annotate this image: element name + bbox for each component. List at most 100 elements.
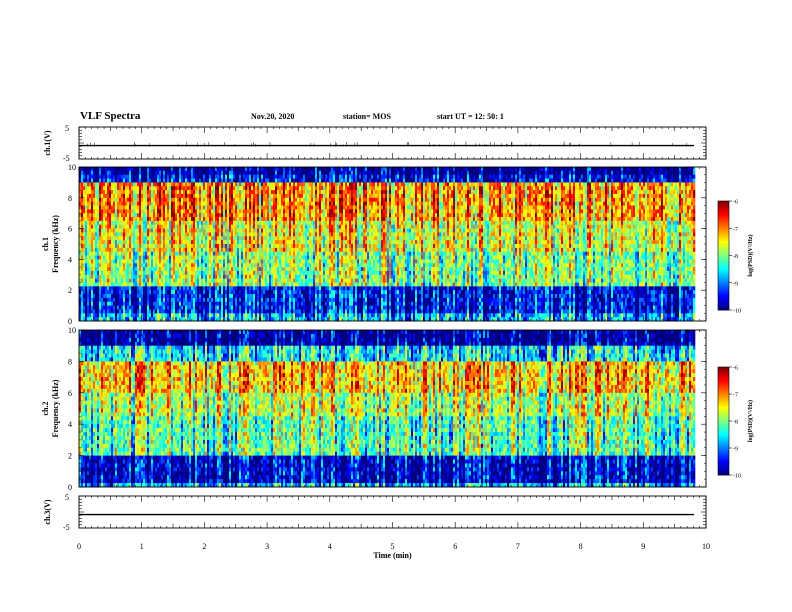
spectrogram-cell — [101, 167, 103, 171]
spectrogram-cell — [139, 190, 141, 194]
spectrogram-cell — [85, 225, 87, 229]
spectrogram-cell — [137, 298, 139, 302]
spectrogram-cell — [101, 236, 103, 240]
spectrogram-cell — [139, 286, 141, 290]
spectrogram-cell — [103, 267, 105, 271]
spectrogram-cell — [93, 248, 95, 252]
spectrogram-cell — [107, 286, 109, 290]
spectrogram-cell — [87, 186, 89, 190]
spectrogram-cell — [137, 221, 139, 225]
spectrogram-cell — [111, 209, 113, 213]
spectrogram-cell — [131, 271, 133, 275]
spectrogram-cell — [119, 275, 121, 279]
spectrogram-cell — [109, 283, 111, 287]
spectrogram-cell — [111, 248, 113, 252]
spectrogram-cell — [105, 213, 107, 217]
spectrogram-cell — [109, 302, 111, 306]
spectrogram-cell — [105, 298, 107, 302]
spectrogram-cell — [87, 229, 89, 233]
spectrogram-cell — [91, 186, 93, 190]
spectrogram-cell — [91, 302, 93, 306]
spectrogram-cell — [113, 263, 115, 267]
spectrogram-cell — [91, 306, 93, 310]
spectrogram-cell — [105, 221, 107, 225]
spectrogram-cell — [111, 271, 113, 275]
spectrogram-cell — [119, 279, 121, 283]
spectrogram-cell — [105, 271, 107, 275]
spectrogram-cell — [117, 263, 119, 267]
spectrogram-cell — [119, 202, 121, 206]
spectrogram-cell — [107, 294, 109, 298]
spectrogram-cell — [115, 217, 117, 221]
spectrogram-cell — [111, 313, 113, 317]
spectrogram-cell — [95, 167, 97, 171]
spectrogram-cell — [123, 206, 125, 210]
spectrogram-cell — [105, 202, 107, 206]
spectrogram-cell — [95, 283, 97, 287]
spectrogram-cell — [87, 252, 89, 256]
spectrogram-cell — [87, 179, 89, 183]
spectrogram-cell — [103, 275, 105, 279]
spectrogram-cell — [91, 182, 93, 186]
spectrogram-cell — [101, 213, 103, 217]
spectrogram-cell — [117, 217, 119, 221]
spectrogram-cell — [137, 259, 139, 263]
spectrogram-cell — [87, 256, 89, 260]
spectrogram-cell — [125, 213, 127, 217]
spectrogram-cell — [115, 279, 117, 283]
spectrogram-cell — [139, 256, 141, 260]
spectrogram-cell — [107, 256, 109, 260]
spectrogram-cell — [135, 175, 137, 179]
spectrogram-cell — [87, 194, 89, 198]
spectrogram-cell — [127, 279, 129, 283]
spectrogram-cell — [95, 275, 97, 279]
spectrogram-cell — [91, 286, 93, 290]
spectrogram-cell — [137, 171, 139, 175]
spectrogram-cell — [113, 267, 115, 271]
spectrogram-cell — [95, 244, 97, 248]
spectrogram-cell — [105, 171, 107, 175]
spectrogram-cell — [81, 213, 83, 217]
spectrogram-cell — [85, 256, 87, 260]
spectrogram-cell — [93, 252, 95, 256]
spectrogram-cell — [113, 248, 115, 252]
spectrogram-cell — [97, 240, 99, 244]
spectrogram-cell — [113, 171, 115, 175]
spectrogram-cell — [131, 179, 133, 183]
spectrogram-cell — [117, 271, 119, 275]
spectrogram-cell — [119, 240, 121, 244]
spectrogram-cell — [101, 217, 103, 221]
spectrogram-cell — [123, 236, 125, 240]
spectrogram-cell — [119, 286, 121, 290]
spectrogram-cell — [87, 240, 89, 244]
spectrogram-cell — [87, 286, 89, 290]
spectrogram-cell — [125, 267, 127, 271]
spectrogram-cell — [85, 171, 87, 175]
spectrogram-cell — [111, 236, 113, 240]
spectrogram-cell — [99, 213, 101, 217]
spectrogram-cell — [125, 240, 127, 244]
spectrogram-cell — [113, 209, 115, 213]
spectrogram-cell — [99, 256, 101, 260]
spectrogram-cell — [133, 232, 135, 236]
spectrogram-cell — [95, 202, 97, 206]
spectrogram-cell — [91, 256, 93, 260]
spectrogram-cell — [101, 271, 103, 275]
spectrogram-cell — [97, 217, 99, 221]
spectrogram-cell — [121, 290, 123, 294]
spectrogram-cell — [139, 186, 141, 190]
spectrogram-cell — [115, 186, 117, 190]
spectrogram-cell — [123, 167, 125, 171]
spectrogram-cell — [135, 198, 137, 202]
spectrogram-cell — [101, 175, 103, 179]
spectrogram-cell — [81, 252, 83, 256]
spectrogram-cell — [117, 182, 119, 186]
spectrogram-cell — [117, 190, 119, 194]
spectrogram-cell — [85, 194, 87, 198]
spectrogram-cell — [131, 221, 133, 225]
spectrogram-cell — [81, 221, 83, 225]
spectrogram-cell — [93, 213, 95, 217]
spectrogram-cell — [83, 302, 85, 306]
spectrogram-cell — [99, 306, 101, 310]
spectrogram-cell — [133, 202, 135, 206]
